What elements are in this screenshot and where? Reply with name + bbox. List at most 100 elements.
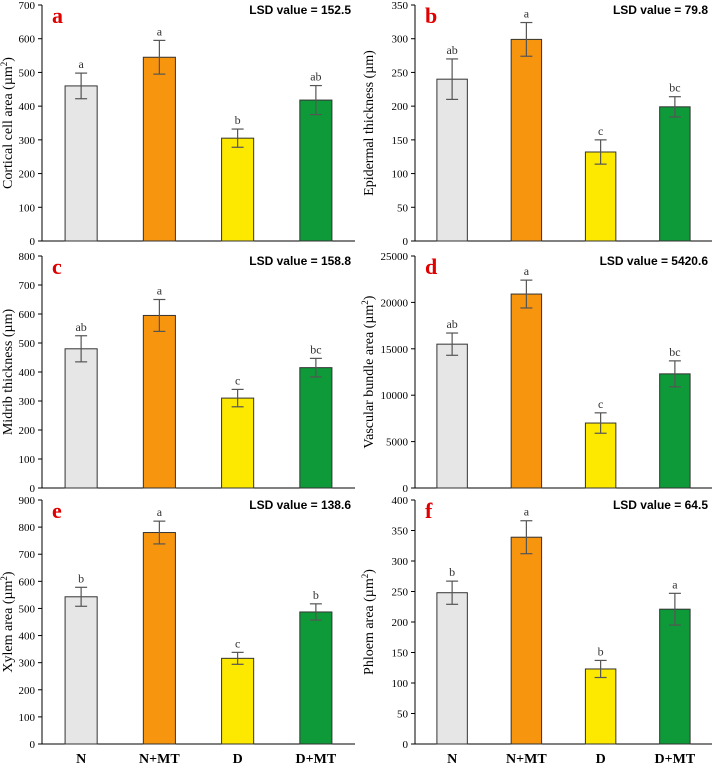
x-category-label: D <box>596 752 606 765</box>
y-tick-label: 400 <box>19 101 36 113</box>
y-axis-label: Midrib thickness (µm) <box>1 309 16 436</box>
x-category-label: N+MT <box>139 752 180 765</box>
significance-letter: a <box>524 264 530 278</box>
y-tick-label: 50 <box>397 709 409 721</box>
significance-letter: c <box>235 636 240 650</box>
panel-b: 0 50 100 150 200 250 300 350 Epidermal thickness… <box>362 0 712 248</box>
y-tick-label: 5000 <box>386 437 409 449</box>
x-category-label: D <box>233 752 243 765</box>
y-tick-label: 400 <box>392 495 409 507</box>
y-tick-label: 500 <box>19 338 36 350</box>
bar-d-mt <box>659 608 691 745</box>
y-tick-label: 25000 <box>381 251 409 263</box>
y-tick-label: 200 <box>392 617 409 629</box>
y-tick-label: 200 <box>19 685 36 697</box>
lsd-value: LSD value = 64.5 <box>613 498 708 512</box>
y-tick-label: 800 <box>19 251 36 263</box>
significance-letter: b <box>598 644 604 658</box>
significance-letter: ab <box>310 70 321 84</box>
significance-letter: c <box>598 124 603 138</box>
panel-letter: d <box>425 254 437 279</box>
significance-letter: ab <box>446 317 457 331</box>
significance-letter: bc <box>669 345 680 359</box>
bar-n <box>64 596 98 745</box>
y-tick-label: 300 <box>19 396 36 408</box>
x-category-label: N+MT <box>506 752 547 765</box>
significance-letter: a <box>672 577 678 591</box>
panel-letter: a <box>52 3 63 28</box>
y-tick-label: 200 <box>19 169 36 181</box>
y-tick-label: 0 <box>403 483 409 495</box>
panel-e: 0 100 200 300 400 500 600 700 800 900 Xylem area (… <box>0 495 355 765</box>
y-tick-label: 600 <box>19 576 36 588</box>
bar-d-mt <box>659 373 691 489</box>
y-tick-label: 0 <box>403 236 409 248</box>
y-tick-label: 400 <box>19 631 36 643</box>
y-tick-label: 300 <box>392 556 409 568</box>
y-tick-label: 250 <box>392 587 409 599</box>
significance-letter: b <box>449 565 455 579</box>
bar-n-mt <box>142 314 176 489</box>
panel-letter: c <box>52 254 62 279</box>
significance-letter: b <box>235 113 241 127</box>
bar-n-mt <box>510 38 543 242</box>
y-axis-label: Epidermal thickness (µm) <box>362 50 377 196</box>
x-category-label: D+MT <box>296 752 337 765</box>
y-tick-label: 200 <box>19 425 36 437</box>
x-category-label: D+MT <box>655 752 696 765</box>
y-axis-label: Xylem area (µm2) <box>0 571 16 673</box>
bar-n <box>64 85 98 242</box>
y-axis-label: Vascular bundle area (µm2) <box>360 295 377 448</box>
significance-letter: a <box>157 505 163 519</box>
significance-letter: c <box>235 373 240 387</box>
significance-letter: a <box>524 7 530 21</box>
y-tick-label: 600 <box>19 309 36 321</box>
y-tick-label: 500 <box>19 603 36 615</box>
y-tick-label: 150 <box>392 135 409 147</box>
lsd-value: LSD value = 158.8 <box>249 254 351 268</box>
panel-d: 0 5000 10000 15000 20000 25000 Vascular bundle… <box>360 251 712 495</box>
bar-n <box>436 78 468 242</box>
bar-d-mt <box>299 367 333 489</box>
y-tick-label: 150 <box>392 648 409 660</box>
y-tick-label: 100 <box>19 202 36 214</box>
y-tick-label: 350 <box>392 526 409 538</box>
y-tick-label: 350 <box>392 0 409 12</box>
y-tick-label: 900 <box>19 495 36 507</box>
significance-letter: a <box>78 57 84 71</box>
significance-letter: b <box>78 571 84 585</box>
x-category-label: N <box>76 752 86 765</box>
y-tick-label: 100 <box>19 712 36 724</box>
panel-letter: f <box>425 498 433 523</box>
y-axis-label: Phloem area (µm2) <box>360 569 377 675</box>
bar-d <box>584 422 617 489</box>
panel-a: 0 100 200 300 400 500 600 700 Cortical cell area… <box>0 0 355 248</box>
y-tick-label: 100 <box>19 454 36 466</box>
x-category-label: N <box>447 752 457 765</box>
lsd-value: LSD value = 5420.6 <box>600 254 709 268</box>
panel-letter: b <box>425 3 437 28</box>
significance-letter: ab <box>75 320 86 334</box>
bar-n-mt <box>510 293 543 489</box>
y-tick-label: 0 <box>30 739 36 751</box>
bar-d <box>221 657 255 745</box>
significance-letter: a <box>157 284 163 298</box>
y-tick-label: 200 <box>392 101 409 113</box>
y-tick-label: 0 <box>403 739 409 751</box>
y-tick-label: 700 <box>19 280 36 292</box>
y-tick-label: 300 <box>392 34 409 46</box>
significance-letter: bc <box>669 81 680 95</box>
y-tick-label: 300 <box>19 135 36 147</box>
bar-n <box>436 592 468 745</box>
bar-n-mt <box>142 56 176 242</box>
bar-d-mt <box>659 106 691 242</box>
y-tick-label: 10000 <box>381 390 409 402</box>
y-tick-label: 100 <box>392 678 409 690</box>
y-tick-label: 0 <box>30 483 36 495</box>
bar-d-mt <box>299 611 333 745</box>
y-tick-label: 800 <box>19 522 36 534</box>
y-tick-label: 300 <box>19 658 36 670</box>
panel-letter: e <box>52 498 62 523</box>
bar-d <box>221 137 255 242</box>
panel-c: 0 100 200 300 400 500 600 700 800 Midrib thicknes… <box>1 251 355 495</box>
